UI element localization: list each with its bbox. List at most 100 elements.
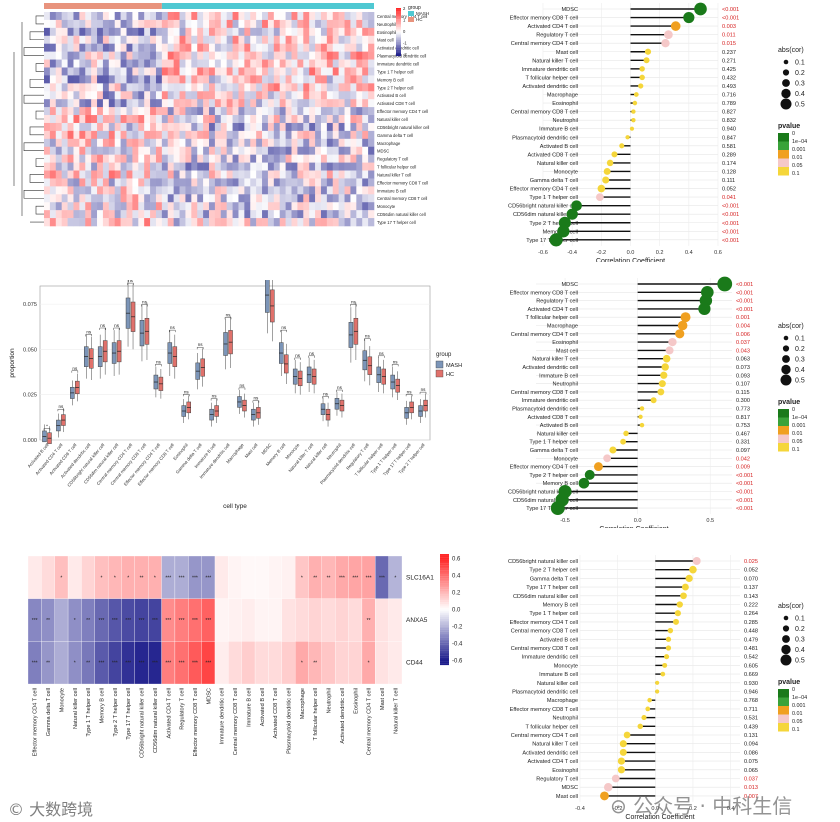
heatmap-cell	[279, 170, 286, 179]
heatmap-cell	[144, 122, 151, 132]
heatmap-cell	[256, 178, 263, 187]
heatmap-cell	[138, 186, 145, 195]
size-legend-label: 0.5	[795, 658, 805, 665]
heatmap-cell	[214, 75, 222, 84]
heatmap-cell	[138, 146, 145, 155]
heatmap-cell	[256, 170, 263, 179]
lollipop-point	[661, 39, 670, 48]
y-tick-label: Regulatory T cell	[536, 33, 578, 39]
heatmap-cell	[126, 99, 133, 108]
heatmap-cell	[362, 162, 369, 171]
color-scale-step	[440, 652, 449, 654]
x-axis-title: Correlation Coefficient	[625, 814, 694, 821]
significance-star: **	[86, 618, 90, 624]
p-value-label: 0.052	[744, 568, 758, 574]
heatmap-cell	[197, 83, 204, 92]
color-scale-step	[396, 12, 401, 15]
heatmap-cell	[250, 51, 257, 60]
heatmap-cell	[108, 130, 116, 140]
heatmap-cell	[126, 59, 133, 68]
heatmap-cell	[132, 51, 139, 60]
heatmap-cell	[226, 162, 233, 171]
heatmap-cell	[185, 170, 192, 179]
column-label: Type 1 T helper cell	[86, 688, 92, 737]
heatmap-cell	[138, 107, 145, 116]
color-scale-tick: 2	[403, 6, 406, 11]
heatmap-cell	[61, 202, 68, 211]
heatmap-cell	[268, 598, 282, 642]
heatmap-cell	[267, 107, 275, 116]
heatmap-cell	[226, 122, 233, 132]
heatmap-cell	[226, 67, 233, 76]
heatmap-cell	[326, 162, 334, 171]
color-scale-step	[440, 609, 449, 612]
heatmap-cell	[338, 170, 345, 179]
heatmap-cell	[203, 19, 210, 29]
heatmap-cell	[356, 51, 363, 60]
pvalue-legend-swatch	[778, 689, 789, 698]
heatmap-cell	[67, 210, 74, 219]
heatmap-cell	[150, 75, 157, 84]
heatmap-cell	[49, 178, 57, 187]
heatmap-cell	[220, 170, 227, 179]
significance-star: *	[394, 575, 396, 581]
heatmap-cell	[226, 107, 233, 116]
lollipop-point	[550, 501, 565, 516]
heatmap-cell	[167, 202, 174, 211]
significance-bracket	[113, 327, 120, 330]
heatmap-cell	[138, 99, 145, 108]
heatmap-cell	[97, 12, 104, 21]
p-value-label: 0.006	[736, 332, 750, 338]
x-tick-label: 0.2	[689, 806, 697, 812]
heatmap-cell	[108, 83, 116, 92]
size-legend-dot	[780, 374, 792, 386]
heatmap-cell	[55, 12, 62, 21]
heatmap-cell	[185, 178, 192, 187]
heatmap-cell	[262, 115, 269, 124]
y-tick-label: MDSC	[562, 282, 578, 288]
heatmap-cell	[220, 19, 227, 29]
heatmap-cell	[368, 75, 375, 84]
heatmap-cell	[73, 210, 80, 219]
x-tick-label: 0.4	[727, 806, 735, 812]
heatmap-cell	[332, 91, 339, 100]
significance-label: ns	[281, 325, 287, 330]
pvalue-legend-swatch	[778, 706, 789, 715]
heatmap-cell	[197, 146, 204, 155]
y-tick-label: T follicular helper cell	[526, 724, 578, 730]
heatmap-cell	[285, 130, 292, 140]
heatmap-cell	[67, 35, 74, 45]
heatmap-cell	[209, 210, 216, 219]
heatmap-cell	[44, 186, 51, 195]
heatmap-cell	[285, 146, 292, 155]
heatmap-cell	[179, 122, 186, 132]
heatmap-cell	[197, 19, 204, 29]
lollipop-point	[638, 414, 643, 419]
heatmap-cell	[238, 27, 245, 37]
heatmap-cell	[344, 186, 351, 195]
heatmap-cell	[244, 83, 251, 92]
heatmap-cell	[132, 43, 139, 52]
heatmap-cell	[79, 35, 86, 45]
color-scale-step	[440, 591, 449, 593]
heatmap-cell	[344, 178, 351, 187]
heatmap-cell	[138, 83, 145, 92]
heatmap-cell	[214, 51, 222, 60]
color-scale-step	[440, 650, 449, 653]
heatmap-cell	[161, 59, 169, 68]
y-tick-label: Monocyte	[554, 456, 578, 462]
heatmap-cell	[44, 59, 51, 68]
heatmap-cell	[85, 83, 92, 92]
heatmap-cell	[356, 27, 363, 37]
heatmap-cell	[114, 210, 121, 219]
heatmap-cell	[73, 162, 80, 171]
heatmap-cell	[262, 210, 269, 219]
heatmap-cell	[179, 19, 186, 29]
heatmap-cell	[173, 27, 180, 37]
heatmap-cell	[191, 51, 198, 60]
heatmap-cell	[250, 138, 257, 148]
p-value-label: 0.097	[736, 448, 750, 454]
p-value-label: 0.009	[736, 465, 750, 471]
heatmap-cell	[55, 115, 62, 124]
